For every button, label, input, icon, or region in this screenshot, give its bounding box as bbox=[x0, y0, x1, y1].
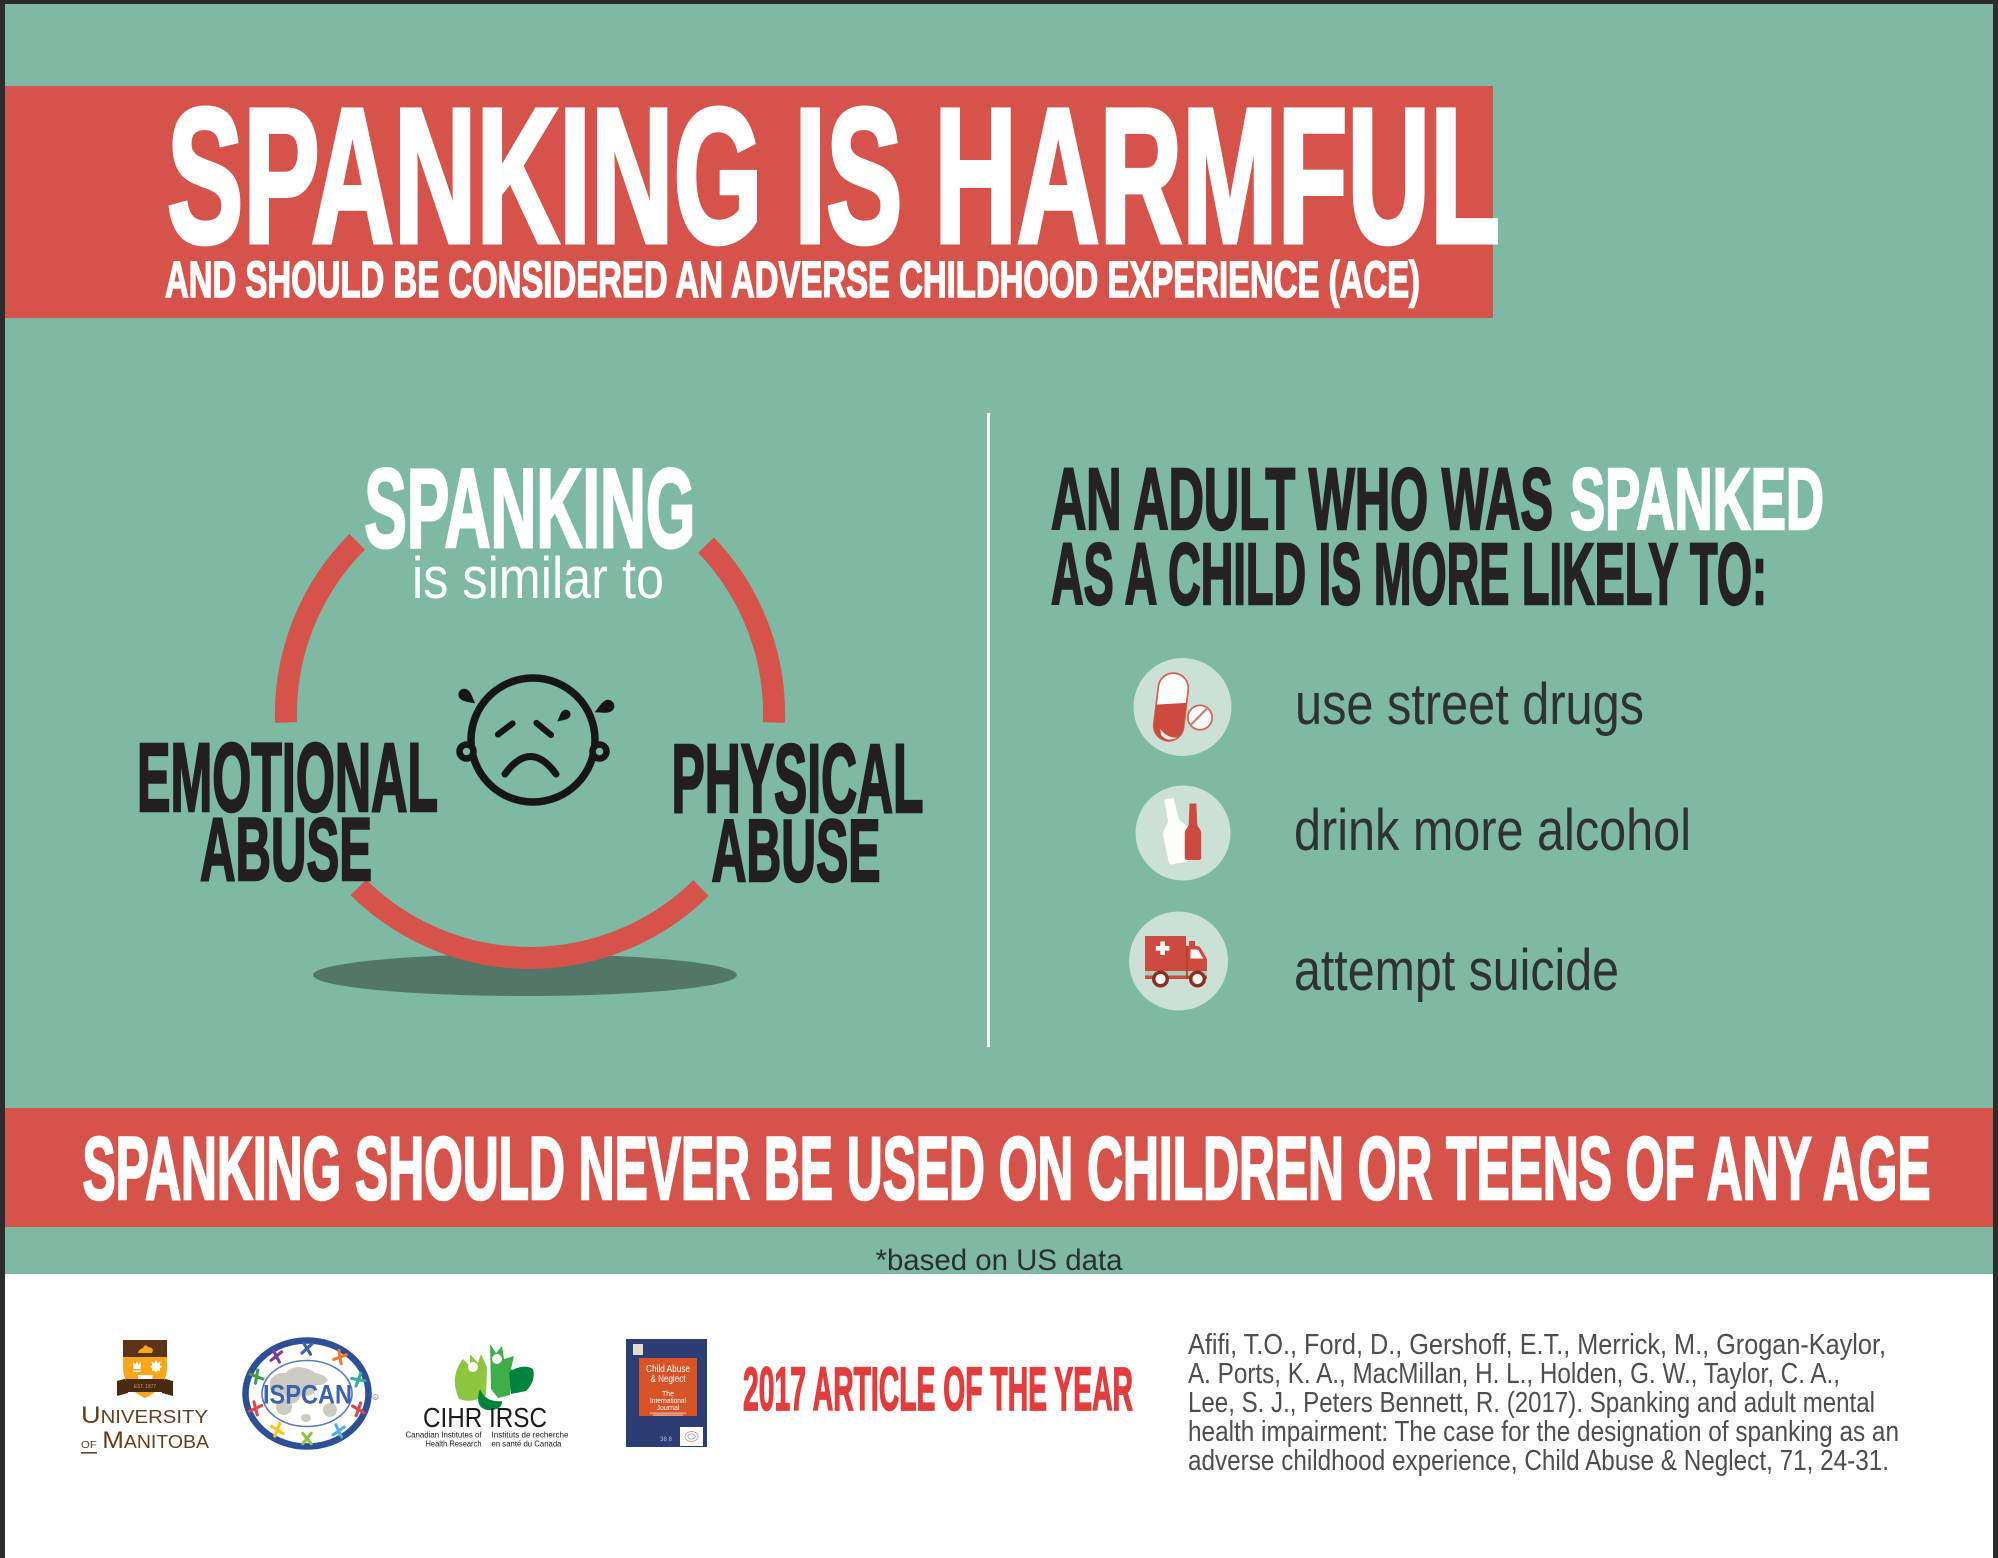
svg-text:Child Abuse: Child Abuse bbox=[646, 1364, 690, 1375]
svg-text:EMOTIONAL: EMOTIONAL bbox=[137, 723, 438, 832]
svg-text:PHYSICAL: PHYSICAL bbox=[672, 724, 924, 833]
svg-text:use street drugs: use street drugs bbox=[1295, 672, 1644, 737]
svg-text:A. Ports, K. A., MacMillan, H.: A. Ports, K. A., MacMillan, H. L., Holde… bbox=[1188, 1358, 1840, 1390]
svg-text:EST. 1877: EST. 1877 bbox=[134, 1384, 156, 1390]
svg-text:SPANKING IS HARMFUL: SPANKING IS HARMFUL bbox=[167, 68, 1500, 283]
svg-text:SPANKING: SPANKING bbox=[364, 446, 695, 571]
svg-text:Health Research: Health Research bbox=[426, 1440, 482, 1449]
svg-text:SPANKING SHOULD NEVER BE USED: SPANKING SHOULD NEVER BE USED ON CHILDRE… bbox=[83, 1118, 1931, 1218]
svg-text:Journal: Journal bbox=[657, 1405, 680, 1412]
svg-text:drink more alcohol: drink more alcohol bbox=[1294, 798, 1691, 863]
svg-text:OF MANITOBA: OF MANITOBA bbox=[81, 1427, 209, 1454]
svg-text:AND SHOULD BE CONSIDERED AN AD: AND SHOULD BE CONSIDERED AN ADVERSE CHIL… bbox=[165, 251, 1420, 308]
svg-text:health impairment: The case fo: health impairment: The case for the desi… bbox=[1188, 1416, 1899, 1448]
svg-text:2017 ARTICLE OF THE YEAR: 2017 ARTICLE OF THE YEAR bbox=[743, 1355, 1133, 1423]
svg-text:adverse childhood experience,: adverse childhood experience, Child Abus… bbox=[1188, 1445, 1889, 1477]
svg-text:Instituts de recherche: Instituts de recherche bbox=[492, 1431, 569, 1440]
svg-text:International: International bbox=[650, 1398, 686, 1405]
svg-text:& Neglect: & Neglect bbox=[651, 1374, 686, 1385]
svg-text:AS A CHILD IS MORE LIKELY TO:: AS A CHILD IS MORE LIKELY TO: bbox=[1051, 526, 1767, 623]
svg-text:is similar to: is similar to bbox=[412, 546, 664, 611]
svg-text:Afifi, T.O., Ford, D., Gershof: Afifi, T.O., Ford, D., Gershoff, E.T., M… bbox=[1188, 1329, 1886, 1361]
svg-text:attempt suicide: attempt suicide bbox=[1294, 938, 1619, 1003]
svg-text:SPANKED: SPANKED bbox=[1570, 451, 1824, 548]
svg-text:ABUSE: ABUSE bbox=[200, 799, 372, 899]
svg-text:Canadian Institutes of: Canadian Institutes of bbox=[406, 1431, 483, 1440]
svg-text:The: The bbox=[662, 1391, 674, 1398]
svg-text:R: R bbox=[374, 1395, 377, 1400]
svg-text:ISPCAN: ISPCAN bbox=[263, 1380, 352, 1410]
svg-text:*based on US data: *based on US data bbox=[876, 1244, 1123, 1277]
svg-text:AN ADULT WHO WAS: AN ADULT WHO WAS bbox=[1051, 451, 1553, 548]
svg-text:38 8: 38 8 bbox=[660, 1437, 672, 1443]
svg-text:Lee, S. J., Peters Bennett, R.: Lee, S. J., Peters Bennett, R. (2017). S… bbox=[1188, 1387, 1875, 1419]
svg-text:ABUSE: ABUSE bbox=[712, 801, 881, 900]
svg-text:CIHR IRSC: CIHR IRSC bbox=[423, 1402, 547, 1433]
svg-text:en santé du Canada: en santé du Canada bbox=[492, 1440, 563, 1449]
